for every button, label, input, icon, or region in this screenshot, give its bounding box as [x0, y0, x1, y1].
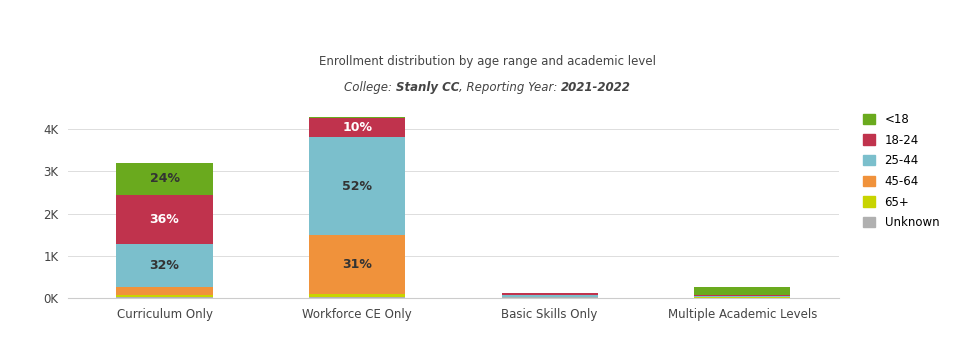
- Bar: [309, 235, 406, 294]
- Text: 36%: 36%: [149, 213, 179, 226]
- Bar: [694, 297, 791, 298]
- Bar: [694, 296, 791, 297]
- Text: College:: College:: [344, 81, 396, 94]
- Bar: [309, 294, 406, 297]
- Text: Total Enrollment by Age Range and Academic Level: Total Enrollment by Age Range and Academ…: [248, 14, 727, 32]
- Text: Stanly CC: Stanly CC: [396, 81, 459, 94]
- Bar: [309, 117, 406, 118]
- Bar: [694, 295, 791, 296]
- Legend: <18, 18-24, 25-44, 45-64, 65+, Unknown: <18, 18-24, 25-44, 45-64, 65+, Unknown: [860, 109, 943, 233]
- Text: 10%: 10%: [342, 121, 372, 134]
- Text: 24%: 24%: [149, 172, 179, 185]
- Bar: [309, 137, 406, 235]
- Bar: [501, 295, 598, 297]
- Bar: [694, 287, 791, 295]
- Bar: [116, 195, 213, 244]
- Text: , Reporting Year:: , Reporting Year:: [459, 81, 562, 94]
- Bar: [116, 244, 213, 287]
- Text: 31%: 31%: [342, 258, 372, 271]
- Text: 2021-2022: 2021-2022: [562, 81, 631, 94]
- Bar: [501, 294, 598, 295]
- Bar: [116, 287, 213, 295]
- Text: 52%: 52%: [342, 180, 372, 193]
- Bar: [501, 293, 598, 294]
- Bar: [116, 295, 213, 297]
- Bar: [309, 118, 406, 137]
- Bar: [116, 163, 213, 195]
- Bar: [309, 297, 406, 298]
- Text: Enrollment distribution by age range and academic level: Enrollment distribution by age range and…: [319, 55, 656, 68]
- Bar: [116, 297, 213, 298]
- Text: 32%: 32%: [149, 259, 179, 272]
